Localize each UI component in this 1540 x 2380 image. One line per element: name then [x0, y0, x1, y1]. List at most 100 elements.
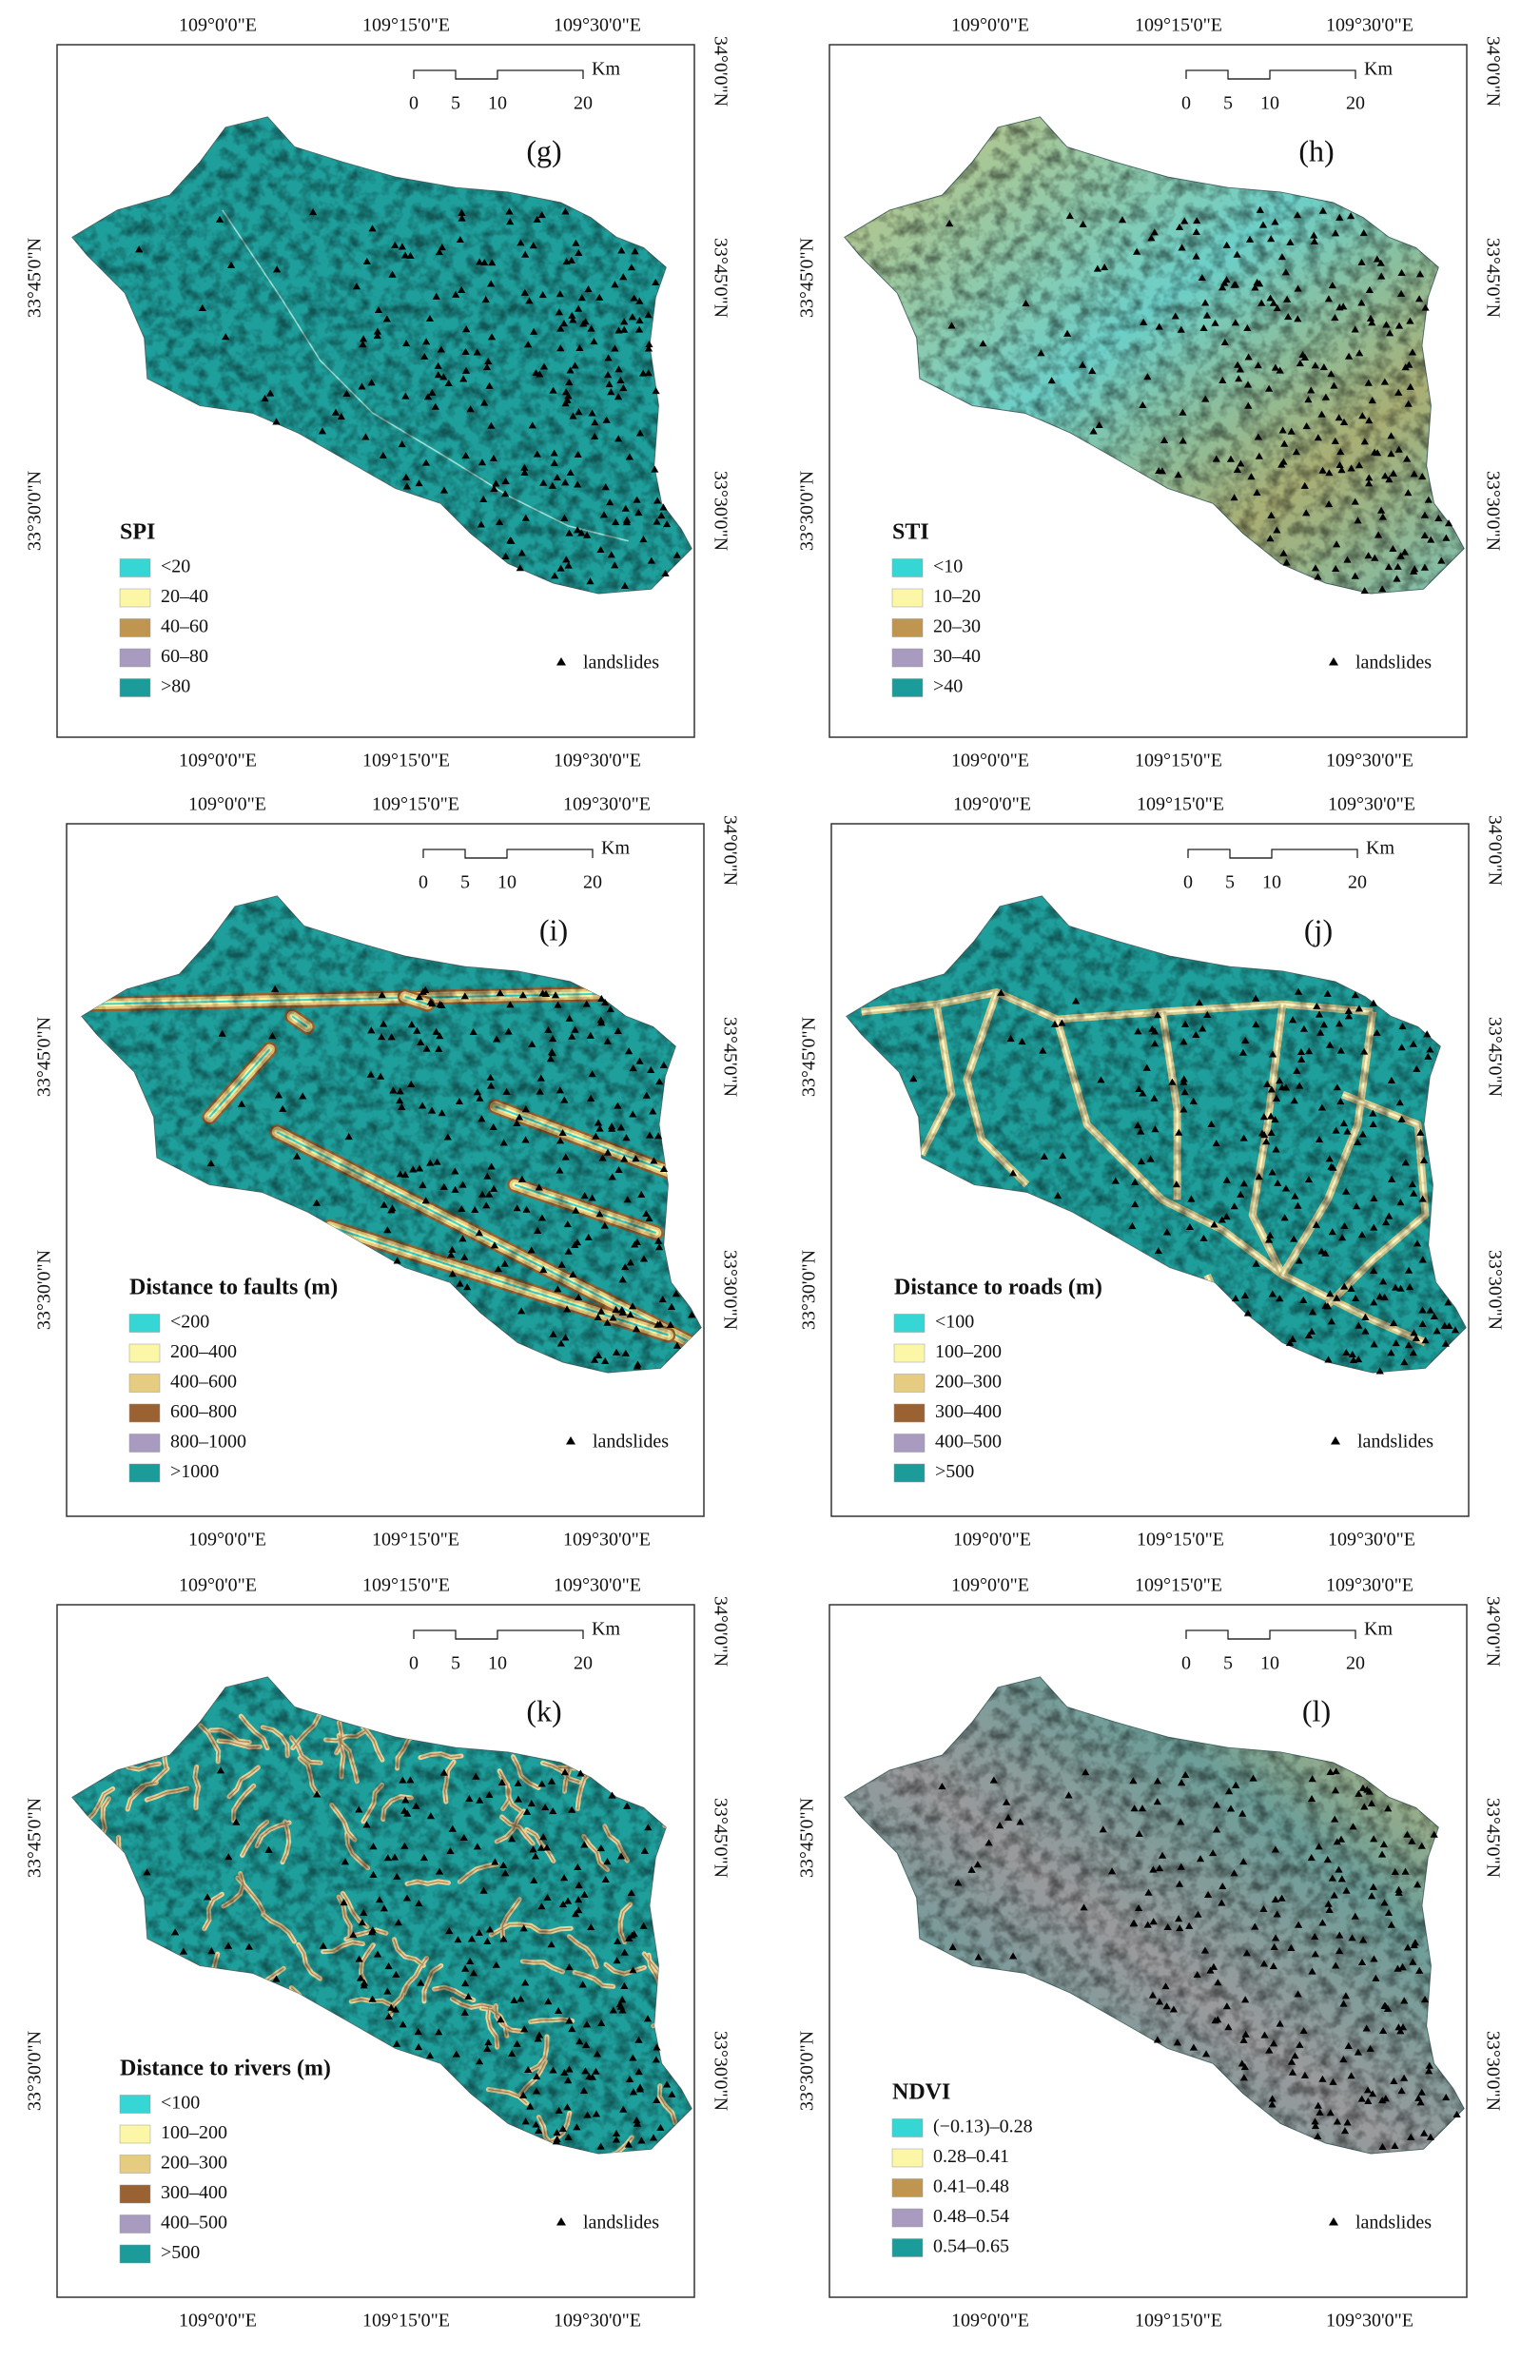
scale-label: 5: [451, 93, 460, 114]
legend-swatch: [893, 1463, 926, 1483]
longitude-label: 109°0'0"E: [188, 1530, 266, 1551]
legend-label: 60–80: [161, 646, 208, 667]
longitude-label: 109°0'0"E: [953, 1530, 1031, 1551]
scale-label: 5: [460, 872, 470, 893]
landslide-symbol: [1329, 2217, 1338, 2226]
scale-label: 10: [488, 93, 507, 114]
landslide-points: [945, 205, 1453, 595]
legend-swatch: [893, 1374, 926, 1393]
longitude-label: 109°30'0"E: [1328, 794, 1415, 815]
longitude-label: 109°0'0"E: [179, 15, 257, 36]
panel-label: (l): [1302, 1693, 1331, 1727]
legend-label: 0.28–0.41: [933, 2146, 1009, 2167]
landslide-label: landslides: [583, 653, 659, 673]
hillshade: [71, 1676, 692, 2155]
landslide-points: [143, 1766, 676, 2150]
latitude-label: 33°30'0"N: [710, 2031, 731, 2111]
longitude-label: 109°30'0"E: [1326, 15, 1413, 36]
legend-label: <200: [170, 1312, 209, 1333]
latitude-label: 33°30'0"N: [34, 1250, 55, 1330]
legend-label: 100–200: [935, 1341, 1002, 1362]
scale-label: 20: [574, 1653, 593, 1674]
scale-label: 5: [1223, 93, 1233, 114]
scale-unit: Km: [601, 838, 630, 859]
map-panel: 109°0'0"E 109°0'0"E 109°15'0"E 109°15'0"E 10…: [799, 794, 1506, 1551]
latitude-label: 33°45'0"N: [25, 1798, 46, 1878]
legend-swatch: [891, 2148, 924, 2168]
landslide-points: [909, 987, 1460, 1375]
longitude-label: 109°0'0"E: [188, 794, 266, 815]
legend-label: 300–400: [161, 2182, 227, 2203]
scale-label: 0: [1181, 93, 1191, 114]
legend-label: 300–400: [935, 1401, 1002, 1422]
landslide-symbol: [556, 657, 566, 666]
landslide-symbol: [1329, 657, 1338, 666]
map-frame: [828, 1604, 1468, 2298]
scale-unit: Km: [1366, 838, 1394, 859]
legend-swatch: [893, 1434, 926, 1453]
longitude-label: 109°30'0"E: [1326, 1575, 1413, 1596]
legend-swatch: [119, 648, 151, 668]
map-frame: [56, 1604, 695, 2298]
legend-swatch: [119, 2244, 151, 2264]
longitude-label: 109°0'0"E: [951, 1575, 1029, 1596]
longitude-label: 109°30'0"E: [1326, 751, 1413, 771]
legend-label: 10–20: [933, 586, 981, 607]
scale-unit: Km: [1364, 1619, 1393, 1640]
longitude-label: 109°15'0"E: [1135, 15, 1222, 36]
legend-label: >500: [935, 1461, 974, 1482]
longitude-label: 109°15'0"E: [372, 1530, 459, 1551]
legend-label: 40–60: [161, 616, 208, 637]
scale-unit: Km: [592, 59, 620, 80]
longitude-label: 109°0'0"E: [179, 1575, 257, 1596]
legend-label: 20–30: [933, 616, 981, 637]
latitude-label: 33°45'0"N: [799, 1017, 820, 1097]
longitude-label: 109°0'0"E: [953, 794, 1031, 815]
legend-label: 400–600: [170, 1372, 237, 1393]
legend-title: NDVI: [892, 2080, 950, 2105]
panel-label: (g): [526, 133, 561, 167]
latitude-label: 33°30'0"N: [797, 2031, 818, 2111]
landslide-label: landslides: [1355, 2213, 1432, 2234]
scale-bar: [1185, 1629, 1356, 1640]
scale-label: 5: [1225, 872, 1235, 893]
legend-label: <100: [935, 1312, 974, 1333]
map-frame: [56, 44, 695, 738]
scale-bar: [1185, 69, 1356, 80]
latitude-label: 33°30'0"N: [25, 2031, 46, 2111]
latitude-label: 34°0'0"N: [710, 1596, 731, 1667]
latitude-label: 33°30'0"N: [1482, 2031, 1503, 2111]
scale-label: 5: [451, 1653, 460, 1674]
latitude-label: 33°45'0"N: [1482, 238, 1503, 318]
latitude-label: 33°30'0"N: [1482, 471, 1503, 551]
legend-label: 0.41–0.48: [933, 2176, 1009, 2197]
legend-swatch: [891, 618, 924, 637]
legend-label: (−0.13)–0.28: [933, 2117, 1033, 2137]
legend-label: 20–40: [161, 586, 208, 607]
legend-swatch: [891, 648, 924, 668]
map-frame: [66, 823, 705, 1517]
legend-title: Distance to roads (m): [894, 1276, 1102, 1300]
latitude-label: 33°45'0"N: [1482, 1798, 1503, 1878]
latitude-label: 34°0'0"N: [1482, 36, 1503, 107]
legend-swatch: [891, 2238, 924, 2257]
legend-label: 400–500: [161, 2213, 227, 2234]
legend-label: 600–800: [170, 1401, 237, 1422]
longitude-label: 109°30'0"E: [554, 2311, 641, 2331]
legend-label: >80: [161, 676, 190, 697]
scale-label: 20: [583, 872, 602, 893]
legend-label: 800–1000: [170, 1432, 246, 1453]
map-body: [71, 1676, 692, 2155]
legend-swatch: [119, 2184, 151, 2204]
legend-label: >40: [933, 676, 963, 697]
legend-label: >1000: [170, 1461, 219, 1482]
longitude-label: 109°15'0"E: [362, 751, 450, 771]
longitude-label: 109°0'0"E: [951, 751, 1029, 771]
latitude-label: 33°30'0"N: [710, 471, 731, 551]
landslide-points: [206, 985, 696, 1370]
longitude-label: 109°15'0"E: [1135, 2311, 1222, 2331]
longitude-label: 109°15'0"E: [362, 2311, 450, 2331]
map-frame: [828, 44, 1468, 738]
legend-label: 0.48–0.54: [933, 2206, 1009, 2227]
